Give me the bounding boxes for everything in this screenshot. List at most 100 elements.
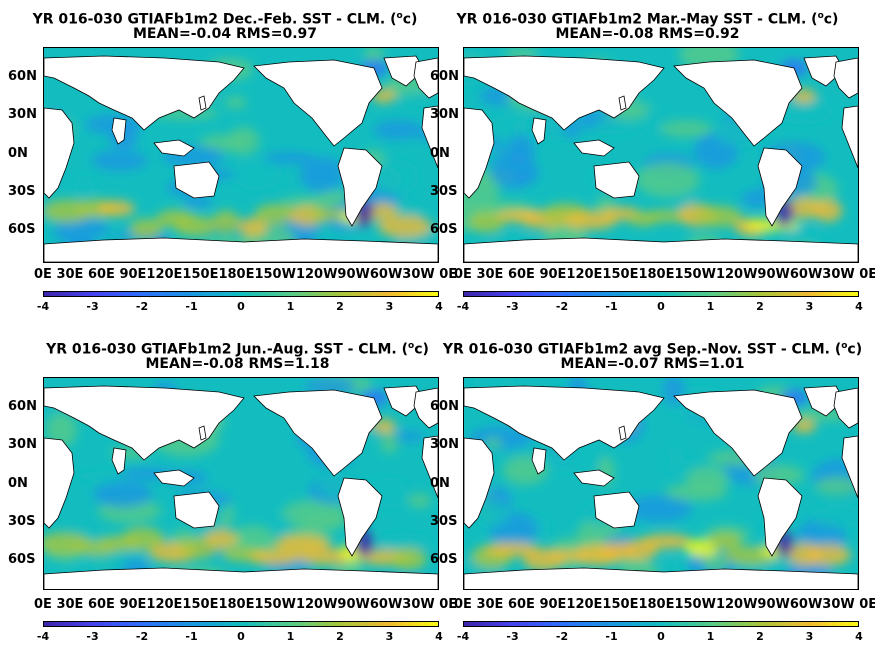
landmass xyxy=(44,437,75,529)
landmass xyxy=(464,107,495,199)
landmass xyxy=(44,55,245,131)
lat-tick-label: 30S xyxy=(430,184,458,199)
lat-tick-label: 30N xyxy=(430,437,459,452)
colorbar-tick-label: -2 xyxy=(135,300,149,313)
colorbar-tick-label: 0 xyxy=(237,300,245,313)
colorbar-tick-label: -4 xyxy=(36,300,50,313)
lon-axis-label: 0E 30E 60E 90E120E150E180E150W120W90W60W… xyxy=(34,597,458,612)
lat-tick-label: 60S xyxy=(430,222,458,237)
colorbar xyxy=(463,621,859,627)
landmass xyxy=(44,237,438,262)
panel-djf: YR 016-030 GTIAFb1m2 Dec.-Feb. SST - CLM… xyxy=(0,0,450,330)
colorbar-tick-label: 1 xyxy=(286,300,295,313)
landmass xyxy=(198,95,207,111)
landmass xyxy=(464,567,858,589)
sst-map-son xyxy=(463,377,859,590)
panel-son: YR 016-030 GTIAFb1m2 avg Sep.-Nov. SST -… xyxy=(430,330,875,656)
lat-tick-label: 30S xyxy=(8,184,36,199)
lat-tick-label: 0N xyxy=(430,476,450,491)
colorbar-tick-label: -2 xyxy=(555,300,569,313)
landmass xyxy=(618,425,627,441)
colorbar-tick-label: -1 xyxy=(605,300,618,313)
colorbar xyxy=(43,621,439,627)
landmass xyxy=(673,389,803,477)
panel-stats: MEAN=-0.08 RMS=0.92 xyxy=(555,26,740,42)
sst-map-jja xyxy=(43,377,439,590)
sst-anomaly-field xyxy=(44,378,438,589)
sst-map-djf xyxy=(43,47,439,263)
lat-tick-label: 0N xyxy=(8,146,28,161)
colorbar-tick-label: -1 xyxy=(185,630,198,643)
landmass xyxy=(841,435,858,499)
landmass xyxy=(44,107,75,199)
colorbar-tick-label: 4 xyxy=(435,300,443,313)
landmass xyxy=(153,469,195,487)
landmass xyxy=(111,447,127,475)
landmass xyxy=(833,387,858,429)
landmass xyxy=(757,477,803,557)
lat-tick-label: 0N xyxy=(430,146,450,161)
panel-mam: YR 016-030 GTIAFb1m2 Mar.-May SST - CLM.… xyxy=(420,0,875,330)
sst-anomaly-field xyxy=(44,48,438,262)
colorbar-tick-label: -2 xyxy=(555,630,569,643)
landmass xyxy=(593,161,640,199)
panel-stats: MEAN=-0.08 RMS=1.18 xyxy=(145,356,330,372)
lat-tick-label: 30S xyxy=(430,514,458,529)
landmass xyxy=(111,117,127,145)
lon-axis-label: 0E 30E 60E 90E120E150E180E150W120W90W60W… xyxy=(454,267,875,282)
colorbar-tick-label: 0 xyxy=(657,300,665,313)
lat-tick-label: 0N xyxy=(8,476,28,491)
colorbar-tick-label: 0 xyxy=(237,630,245,643)
sst-anomaly-field xyxy=(464,378,858,589)
landmass xyxy=(464,385,665,461)
colorbar-tick-label: -3 xyxy=(506,300,519,313)
colorbar-tick-label: 4 xyxy=(855,630,863,643)
colorbar-tick-label: 3 xyxy=(805,630,814,643)
landmass xyxy=(464,237,858,262)
lat-tick-label: 60N xyxy=(430,399,459,414)
colorbar-tick-label: 1 xyxy=(706,300,715,313)
lat-tick-label: 60S xyxy=(8,552,36,567)
landmass xyxy=(413,57,438,99)
colorbar-tick-label: 1 xyxy=(706,630,715,643)
lat-tick-label: 60S xyxy=(430,552,458,567)
landmass xyxy=(841,105,858,169)
colorbar xyxy=(43,291,439,297)
colorbar-tick-label: -2 xyxy=(135,630,149,643)
colorbar-tick-label: -1 xyxy=(185,300,198,313)
colorbar-tick-label: 4 xyxy=(435,630,443,643)
landmass xyxy=(573,469,615,487)
colorbar-tick-label: 2 xyxy=(336,300,344,313)
panel-jja: YR 016-030 GTIAFb1m2 Jun.-Aug. SST - CLM… xyxy=(0,330,475,656)
colorbar-tick-label: -3 xyxy=(506,630,519,643)
colorbar-tick-label: -3 xyxy=(86,630,99,643)
colorbar-tick-label: 4 xyxy=(855,300,863,313)
colorbar-tick-label: -4 xyxy=(456,300,470,313)
colorbar-tick-label: 2 xyxy=(756,300,764,313)
panel-title: YR 016-030 GTIAFb1m2 Jun.-Aug. SST - CLM… xyxy=(46,341,429,358)
panel-title: YR 016-030 GTIAFb1m2 Mar.-May SST - CLM.… xyxy=(456,11,839,28)
panel-stats: MEAN=-0.07 RMS=1.01 xyxy=(560,356,745,372)
landmass xyxy=(173,161,220,199)
lat-tick-label: 30N xyxy=(430,107,459,122)
landmass xyxy=(593,491,640,529)
colorbar-tick-label: 3 xyxy=(385,300,394,313)
landmass xyxy=(198,425,207,441)
panel-title: YR 016-030 GTIAFb1m2 Dec.-Feb. SST - CLM… xyxy=(32,11,418,28)
colorbar-tick-label: 0 xyxy=(657,630,665,643)
colorbar-tick-label: 3 xyxy=(385,630,394,643)
colorbar xyxy=(463,291,859,297)
landmass xyxy=(421,435,438,499)
lat-tick-label: 30N xyxy=(8,437,37,452)
landmass xyxy=(253,59,383,147)
lat-tick-label: 60N xyxy=(8,399,37,414)
landmass xyxy=(173,491,220,529)
landmass xyxy=(531,447,547,475)
landmass xyxy=(464,437,495,529)
colorbar-tick-label: 1 xyxy=(286,630,295,643)
lon-axis-label: 0E 30E 60E 90E120E150E180E150W120W90W60W… xyxy=(454,597,875,612)
landmass xyxy=(464,55,665,131)
sst-anomaly-field xyxy=(464,48,858,262)
sst-map-mam xyxy=(463,47,859,263)
colorbar-tick-label: -1 xyxy=(605,630,618,643)
